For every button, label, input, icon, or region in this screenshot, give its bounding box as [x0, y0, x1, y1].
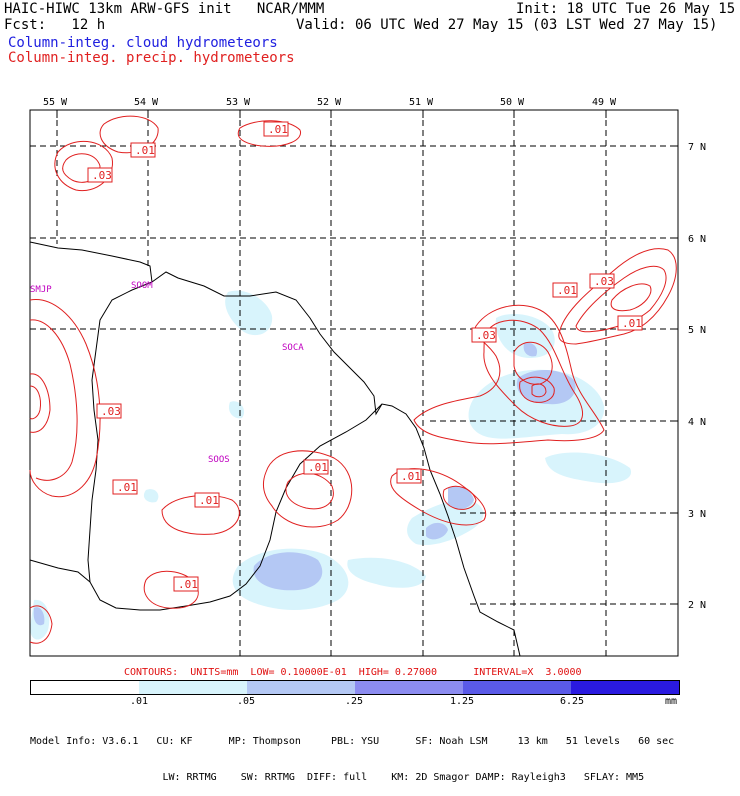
contour-label: .01: [268, 123, 288, 136]
tick-marks: [56, 110, 678, 605]
contour-label: .01: [622, 317, 642, 330]
lat-label: 3 N: [688, 509, 706, 520]
colorbar-segment: [247, 681, 355, 694]
lat-labels: 7 N 6 N 5 N 4 N 3 N 2 N: [688, 142, 706, 611]
contour-label: .01: [135, 144, 155, 157]
lon-label: 49 W: [592, 97, 617, 108]
init-time: Init: 18 UTC Tue 26 May 15: [516, 1, 736, 17]
precip-contours: [29, 115, 677, 644]
colorbar-label: 1.25: [450, 696, 475, 707]
boundaries: [29, 241, 521, 657]
station-soos: SOOS: [208, 455, 230, 465]
model-info-line2: LW: RRTMG SW: RRTMG DIFF: full KM: 2D Sm…: [30, 772, 645, 783]
contour-label: .01: [199, 494, 219, 507]
lon-label: 55 W: [43, 97, 68, 108]
lat-lon-grid: [30, 110, 678, 656]
contour-label: .01: [117, 481, 137, 494]
station-smjp: SMJP: [30, 285, 52, 295]
contour-labels: .01 .01 .03 .03 .01 .03 .01 .01 .03 .01 …: [87, 121, 643, 592]
model-info: Model Info: V3.6.1 CU: KF MP: Thompson P…: [30, 712, 674, 796]
colorbar-segment: [139, 681, 247, 694]
forecast-hour: Fcst: 12 h: [4, 17, 106, 33]
colorbar-label: 6.25: [560, 696, 585, 707]
contour-label: .03: [476, 329, 496, 342]
plot-frame: [29, 109, 679, 657]
lat-label: 7 N: [688, 142, 706, 153]
contour-info: CONTOURS: UNITS=mm LOW= 0.10000E-01 HIGH…: [124, 667, 582, 678]
lat-label: 6 N: [688, 234, 706, 245]
station-soca: SOCA: [282, 343, 304, 353]
colorbar-label: .05: [237, 696, 256, 707]
colorbar-segment: [463, 681, 571, 694]
header-title: HAIC-HIWC 13km ARW-GFS init NCAR/MMM: [4, 1, 325, 17]
lon-label: 51 W: [409, 97, 434, 108]
colorbar-segment: [355, 681, 463, 694]
contour-label: .01: [308, 461, 328, 474]
lon-label: 52 W: [317, 97, 342, 108]
colorbar-segment: [571, 681, 679, 694]
contour-label: .03: [594, 275, 614, 288]
lat-label: 2 N: [688, 600, 706, 611]
lon-label: 53 W: [226, 97, 251, 108]
lon-labels: 55 W 54 W 53 W 52 W 51 W 50 W 49 W: [43, 97, 617, 108]
lat-label: 5 N: [688, 325, 706, 336]
legend-precip: Column-integ. precip. hydrometeors: [8, 50, 295, 66]
forecast-map: .01 .01 .03 .03 .01 .03 .01 .01 .03 .01 …: [29, 97, 706, 657]
lon-label: 54 W: [134, 97, 159, 108]
station-soom: SOOM: [131, 281, 153, 291]
valid-time: Valid: 06 UTC Wed 27 May 15 (03 LST Wed …: [296, 17, 718, 33]
precip-shading: [33, 342, 576, 626]
contour-label: .03: [101, 405, 121, 418]
model-info-line1: Model Info: V3.6.1 CU: KF MP: Thompson P…: [30, 736, 675, 747]
contour-label: .01: [178, 578, 198, 591]
colorbar-units: mm: [665, 696, 678, 707]
colorbar-label: .25: [345, 696, 364, 707]
lon-label: 50 W: [500, 97, 525, 108]
colorbar-segment: [31, 681, 139, 694]
colorbar: [30, 680, 680, 695]
contour-label: .03: [92, 169, 112, 182]
colorbar-label: .01: [130, 696, 149, 707]
contour-label: .01: [557, 284, 577, 297]
contour-label: .01: [401, 470, 421, 483]
lat-label: 4 N: [688, 417, 706, 428]
legend-cloud: Column-integ. cloud hydrometeors: [8, 35, 278, 51]
station-labels: SMJP SOOM SOCA SOOS: [30, 281, 304, 465]
